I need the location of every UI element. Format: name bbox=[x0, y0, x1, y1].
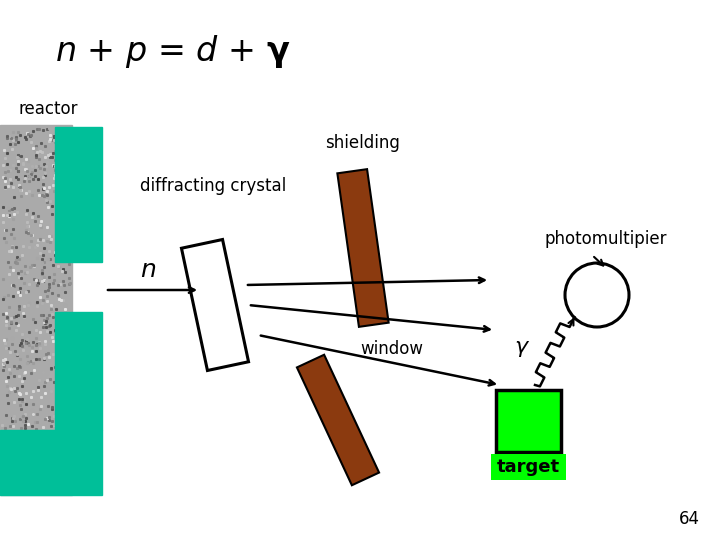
Bar bbox=[0, 430, 102, 495]
Text: 64: 64 bbox=[679, 510, 700, 528]
Text: -: - bbox=[526, 395, 532, 413]
Bar bbox=[55, 312, 102, 430]
Text: shielding: shielding bbox=[325, 134, 400, 152]
Bar bbox=[181, 240, 248, 370]
Text: $\mathit{n}$: $\mathit{n}$ bbox=[140, 258, 156, 282]
Bar bbox=[338, 169, 389, 327]
Circle shape bbox=[565, 263, 629, 327]
Bar bbox=[0, 125, 72, 495]
Bar bbox=[55, 127, 102, 262]
Text: $\mathit{n}$ + $\mathit{p}$ = $\mathit{d}$ + $\mathbf{\gamma}$: $\mathit{n}$ + $\mathit{p}$ = $\mathit{d… bbox=[55, 33, 290, 71]
Text: $\mathit{\gamma}$: $\mathit{\gamma}$ bbox=[514, 337, 530, 359]
Bar bbox=[297, 355, 379, 485]
Text: photomultipier: photomultipier bbox=[545, 230, 667, 248]
Bar bbox=[491, 454, 566, 480]
Text: target: target bbox=[497, 458, 560, 476]
Bar bbox=[496, 390, 561, 452]
Text: $\mathit{p}$: $\mathit{p}$ bbox=[518, 415, 539, 446]
Text: reactor: reactor bbox=[18, 100, 78, 118]
Text: window: window bbox=[360, 340, 423, 358]
Text: diffracting crystal: diffracting crystal bbox=[140, 177, 287, 195]
